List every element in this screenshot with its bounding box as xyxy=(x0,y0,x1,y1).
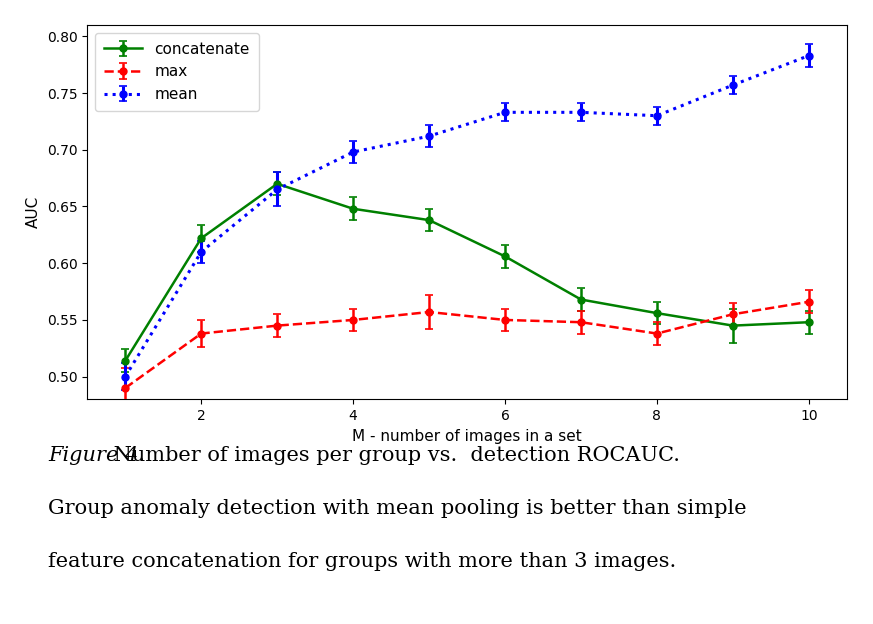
Text: Figure 4.: Figure 4. xyxy=(48,446,145,465)
Y-axis label: AUC: AUC xyxy=(26,196,41,228)
X-axis label: M - number of images in a set: M - number of images in a set xyxy=(352,429,582,444)
Text: feature concatenation for groups with more than 3 images.: feature concatenation for groups with mo… xyxy=(48,552,677,571)
Text: Number of images per group vs.  detection ROCAUC.: Number of images per group vs. detection… xyxy=(107,446,680,465)
Text: Group anomaly detection with mean pooling is better than simple: Group anomaly detection with mean poolin… xyxy=(48,499,746,518)
Legend: concatenate, max, mean: concatenate, max, mean xyxy=(95,32,259,111)
